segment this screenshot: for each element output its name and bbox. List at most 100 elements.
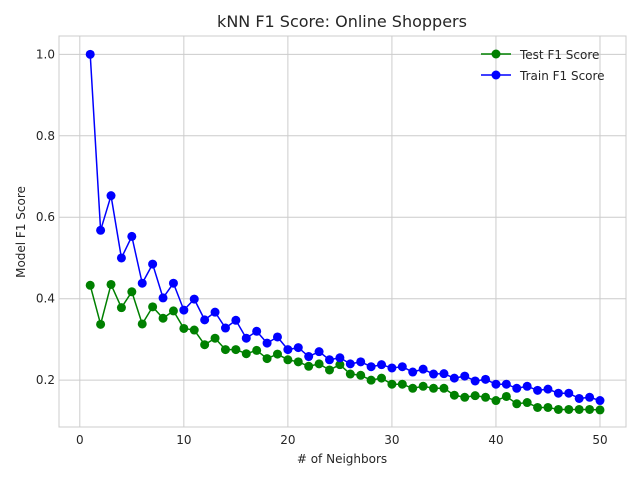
data-point-test-f1-score — [470, 391, 480, 401]
data-point-test-f1-score — [116, 303, 126, 313]
y-tick-label: 0.8 — [36, 129, 55, 143]
y-tick-label: 0.2 — [36, 373, 55, 387]
data-point-test-f1-score — [200, 340, 210, 350]
data-point-test-f1-score — [429, 383, 439, 393]
data-point-train-f1-score — [179, 305, 189, 315]
x-tick-label: 50 — [592, 433, 607, 447]
data-point-test-f1-score — [439, 383, 449, 393]
data-point-test-f1-score — [449, 390, 459, 400]
data-point-train-f1-score — [533, 385, 543, 395]
legend-marker-train — [491, 70, 501, 80]
x-tick-label: 20 — [280, 433, 295, 447]
data-point-test-f1-score — [387, 379, 397, 389]
data-point-train-f1-score — [543, 384, 553, 394]
data-point-train-f1-score — [148, 259, 158, 269]
data-point-train-f1-score — [137, 278, 147, 288]
data-point-train-f1-score — [325, 355, 334, 365]
data-point-train-f1-score — [356, 357, 366, 367]
data-point-train-f1-score — [377, 360, 387, 370]
data-point-train-f1-score — [470, 376, 480, 386]
data-point-test-f1-score — [293, 357, 303, 367]
data-point-train-f1-score — [96, 225, 106, 235]
y-tick-label: 0.6 — [36, 210, 55, 224]
data-point-train-f1-score — [439, 369, 449, 379]
data-point-test-f1-score — [106, 279, 116, 289]
x-tick-label: 30 — [384, 433, 399, 447]
data-point-test-f1-score — [512, 399, 522, 409]
data-point-train-f1-score — [189, 294, 199, 304]
data-point-test-f1-score — [283, 355, 293, 365]
data-point-test-f1-score — [574, 404, 584, 414]
y-axis-label: Model F1 Score — [14, 186, 28, 278]
data-point-test-f1-score — [408, 383, 418, 393]
data-point-train-f1-score — [106, 191, 116, 201]
data-point-train-f1-score — [272, 332, 282, 342]
data-point-train-f1-score — [210, 307, 220, 317]
legend-entry-train: Train F1 Score — [481, 69, 605, 83]
data-point-train-f1-score — [293, 343, 303, 353]
data-point-test-f1-score — [127, 287, 137, 297]
data-point-train-f1-score — [564, 388, 574, 398]
tick-labels: 0 10 20 30 40 50 0.2 0.4 0.6 0.8 1.0 — [36, 47, 608, 447]
data-point-test-f1-score — [252, 345, 262, 355]
data-point-train-f1-score — [574, 393, 584, 403]
series-group — [85, 49, 605, 415]
data-point-test-f1-score — [481, 392, 491, 402]
data-point-test-f1-score — [366, 375, 376, 385]
data-point-test-f1-score — [543, 402, 553, 412]
data-point-test-f1-score — [158, 313, 168, 323]
data-point-train-f1-score — [522, 381, 532, 391]
data-point-train-f1-score — [345, 359, 355, 369]
x-axis-label: # of Neighbors — [297, 452, 387, 466]
data-point-test-f1-score — [564, 404, 574, 414]
gridlines — [59, 36, 626, 427]
data-point-test-f1-score — [356, 370, 366, 380]
y-tick-label: 1.0 — [36, 47, 55, 61]
data-point-test-f1-score — [377, 373, 387, 383]
data-point-test-f1-score — [501, 391, 511, 401]
axes-frame — [58, 35, 627, 428]
data-point-test-f1-score — [304, 361, 314, 371]
data-point-test-f1-score — [522, 398, 532, 408]
data-point-test-f1-score — [335, 360, 345, 370]
legend-label-train: Train F1 Score — [519, 69, 605, 83]
data-point-train-f1-score — [585, 392, 595, 402]
data-point-test-f1-score — [241, 349, 251, 359]
data-point-train-f1-score — [252, 326, 262, 336]
data-point-test-f1-score — [460, 392, 470, 402]
y-tick-label: 0.4 — [36, 292, 55, 306]
data-point-test-f1-score — [397, 379, 407, 389]
data-point-train-f1-score — [85, 49, 95, 59]
data-point-test-f1-score — [231, 345, 241, 355]
data-point-train-f1-score — [501, 379, 511, 389]
data-point-train-f1-score — [116, 253, 126, 263]
data-point-train-f1-score — [314, 347, 324, 357]
x-tick-label: 10 — [176, 433, 191, 447]
data-point-test-f1-score — [325, 365, 334, 375]
data-point-test-f1-score — [85, 280, 95, 290]
legend-marker-test — [491, 49, 501, 59]
data-point-test-f1-score — [220, 345, 230, 355]
data-point-train-f1-score — [491, 379, 501, 389]
data-point-test-f1-score — [262, 354, 272, 364]
data-point-train-f1-score — [262, 338, 272, 348]
data-point-train-f1-score — [429, 369, 439, 379]
data-point-train-f1-score — [158, 293, 168, 303]
data-point-train-f1-score — [460, 371, 470, 381]
data-point-train-f1-score — [397, 362, 407, 372]
chart-title: kNN F1 Score: Online Shoppers — [217, 12, 467, 31]
data-point-train-f1-score — [449, 373, 459, 383]
data-point-test-f1-score — [148, 302, 158, 312]
data-point-test-f1-score — [418, 381, 428, 391]
data-point-test-f1-score — [272, 349, 282, 359]
data-point-test-f1-score — [491, 396, 501, 406]
data-point-test-f1-score — [345, 369, 355, 379]
x-tick-label: 40 — [488, 433, 503, 447]
data-point-train-f1-score — [408, 367, 418, 377]
data-point-test-f1-score — [585, 404, 595, 414]
data-point-test-f1-score — [137, 319, 147, 329]
data-point-train-f1-score — [241, 333, 251, 343]
data-point-train-f1-score — [481, 374, 491, 384]
